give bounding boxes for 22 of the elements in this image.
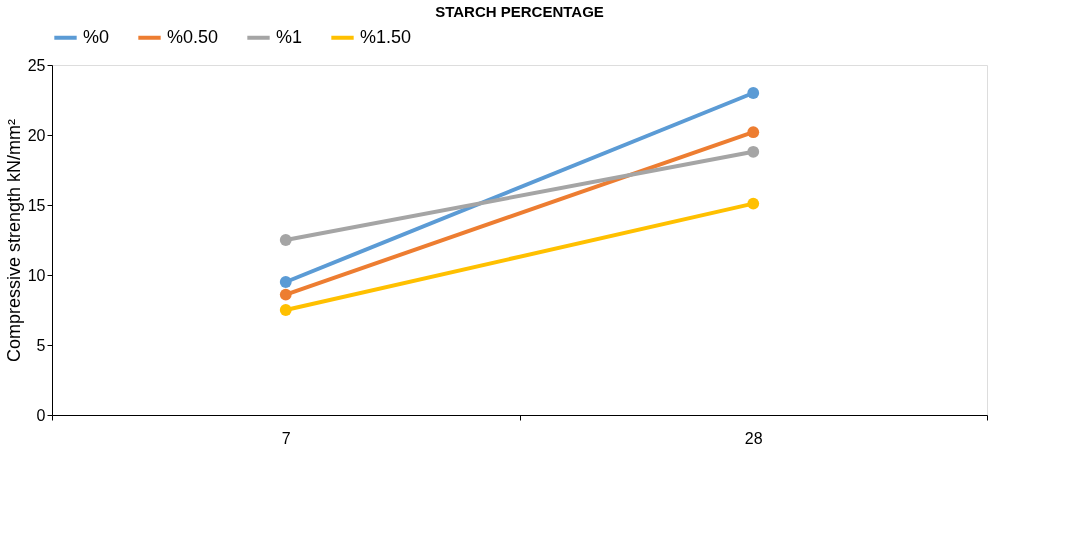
point — [279, 234, 292, 246]
y-tick-label: 20 — [27, 126, 46, 144]
point — [279, 288, 292, 301]
x-tick-label: 28 — [744, 429, 763, 447]
y-tick-label: 5 — [36, 336, 46, 354]
point — [747, 126, 760, 139]
point — [747, 87, 760, 99]
point — [747, 197, 760, 210]
point — [747, 145, 760, 158]
legend-label: %1 — [276, 26, 303, 47]
point — [279, 304, 292, 316]
legend-label: %0 — [83, 26, 110, 47]
y-tick-label: 25 — [27, 56, 46, 74]
point — [279, 276, 292, 288]
y-tick-label: 10 — [27, 266, 46, 284]
legend-label: %1.50 — [360, 26, 412, 47]
y-tick-label: 15 — [27, 196, 46, 214]
chart-title: STARCH PERCENTAGE — [435, 3, 604, 20]
legend-label: %0.50 — [167, 26, 219, 47]
x-tick-label: 7 — [281, 429, 291, 447]
y-axis-title: Compressive strength kN/mm² — [3, 118, 24, 363]
y-tick-label: 0 — [36, 406, 46, 424]
